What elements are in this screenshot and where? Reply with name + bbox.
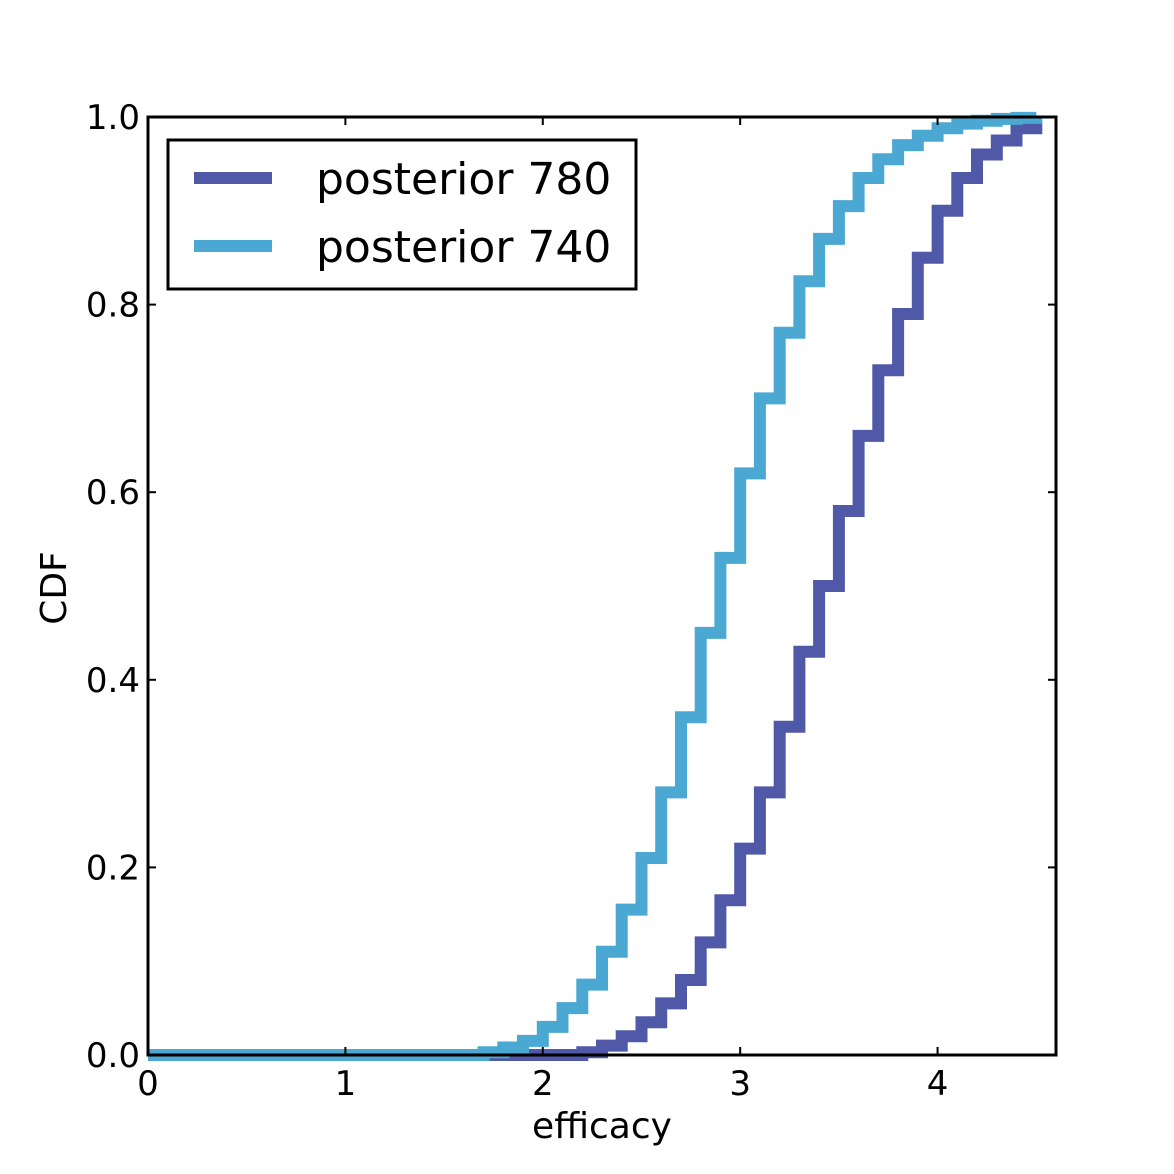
y-tick-label: 1.0 xyxy=(86,98,140,138)
y-tick-label: 0.6 xyxy=(86,473,140,513)
x-axis-label: efficacy xyxy=(532,1106,672,1147)
x-tick-label: 0 xyxy=(137,1064,159,1104)
legend-label-posterior-740: posterior 740 xyxy=(316,222,611,273)
y-tick-label: 0.0 xyxy=(86,1036,140,1076)
x-tick-label: 3 xyxy=(729,1064,751,1104)
plot-frame xyxy=(146,115,1058,1057)
x-tick-label: 2 xyxy=(532,1064,554,1104)
x-axis-ticks: 0 1 2 3 4 xyxy=(137,117,948,1104)
y-tick-label: 0.8 xyxy=(86,286,140,326)
legend-box xyxy=(166,138,638,291)
y-axis-ticks: 0.0 0.2 0.4 0.6 0.8 1.0 xyxy=(86,98,1056,1076)
plot-series xyxy=(148,111,1043,1061)
x-tick-label: 1 xyxy=(335,1064,357,1104)
series-line-posterior-740 xyxy=(148,111,1043,1061)
x-tick-label: 4 xyxy=(927,1064,949,1104)
series-line-posterior-780 xyxy=(148,121,1043,1061)
legend-label-posterior-780: posterior 780 xyxy=(316,154,611,205)
legend: posterior 780 posterior 740 xyxy=(166,138,638,291)
y-tick-label: 0.2 xyxy=(86,848,140,888)
y-tick-label: 0.4 xyxy=(86,661,140,701)
y-axis-label: CDF xyxy=(34,551,75,625)
